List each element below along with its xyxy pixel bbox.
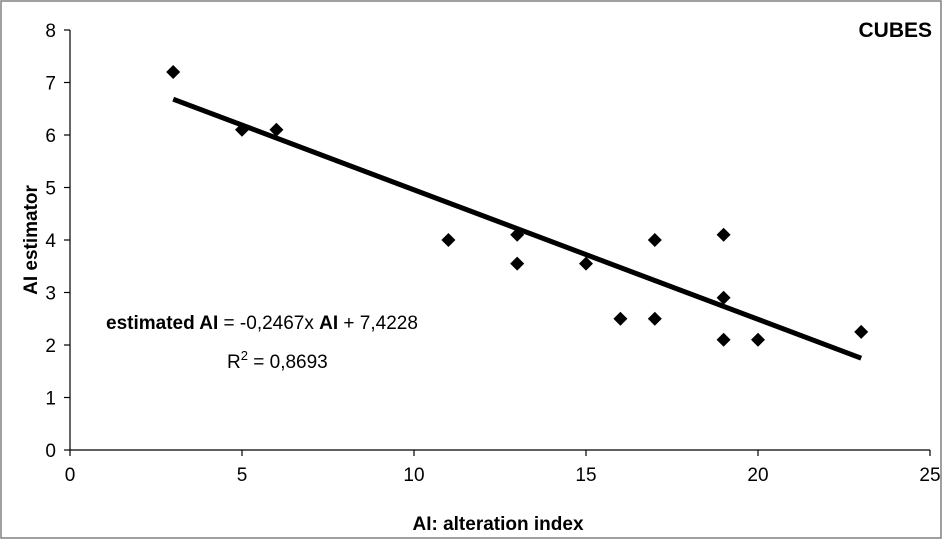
y-tick-label: 4 (45, 231, 56, 252)
data-point (166, 65, 181, 79)
r-squared-label: R2 = 0,8693 (227, 348, 328, 373)
y-tick-label: 7 (45, 74, 56, 95)
x-axis-title: AI: alteration index (412, 514, 583, 535)
x-tick-label: 25 (919, 465, 940, 486)
y-tick-label: 2 (45, 336, 56, 357)
y-tick-label: 8 (45, 21, 56, 42)
r-squared-sup: 2 (241, 348, 248, 363)
y-tick-label: 1 (45, 389, 56, 410)
y-tick-label: 3 (45, 284, 56, 305)
r-squared-prefix: R (227, 352, 241, 373)
data-point (441, 233, 456, 247)
equation-part-3: AI (319, 313, 338, 334)
equation-part-1: estimated AI (106, 313, 218, 334)
chart-title: CUBES (858, 19, 932, 42)
equation-part-4: + 7,4228 (338, 313, 418, 334)
x-axis-ticks: 0 5 10 15 20 25 (65, 450, 941, 486)
data-point (716, 290, 731, 305)
data-point (647, 311, 662, 326)
data-point (751, 332, 765, 347)
data-points (166, 65, 869, 347)
x-tick-label: 15 (575, 465, 596, 486)
x-tick-label: 0 (65, 465, 76, 486)
x-tick-label: 5 (237, 465, 248, 486)
data-point (510, 256, 525, 271)
y-axis-title: AI estimator (21, 184, 42, 294)
equation-part-2: = -0,2467x (218, 313, 319, 334)
data-point (613, 311, 628, 326)
data-point (716, 227, 731, 242)
y-tick-label: 0 (45, 441, 56, 462)
y-axis-ticks: 0 1 2 3 4 5 6 7 8 (45, 21, 70, 462)
data-point (716, 332, 731, 347)
data-point (647, 233, 662, 247)
y-tick-label: 5 (45, 179, 56, 200)
data-point (854, 324, 869, 339)
x-tick-label: 20 (747, 465, 768, 486)
r-squared-value: = 0,8693 (248, 352, 328, 373)
data-point (235, 122, 249, 137)
trendline-equation: estimated AI = -0,2467x AI + 7,4228 (106, 313, 418, 334)
x-tick-label: 10 (403, 465, 424, 486)
data-point (269, 122, 284, 137)
data-point (579, 256, 593, 271)
data-point (510, 227, 525, 242)
y-tick-label: 6 (45, 126, 56, 147)
